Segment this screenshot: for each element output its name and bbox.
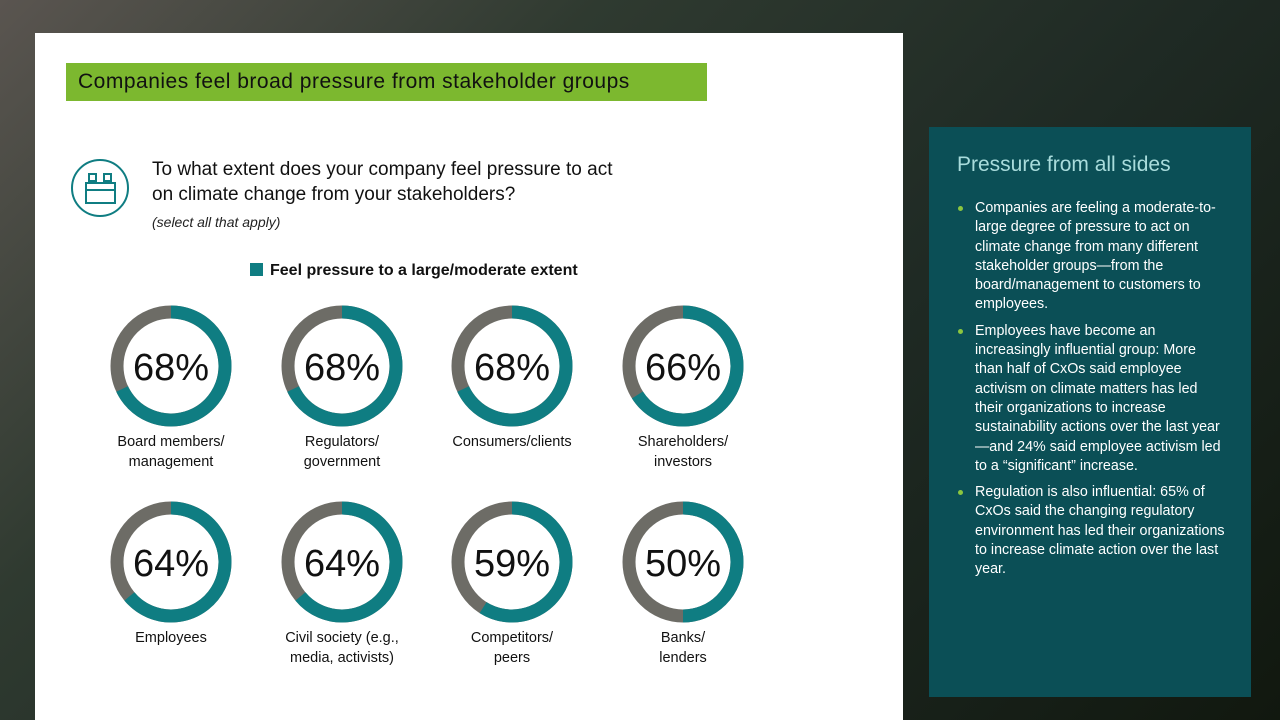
category-label: Consumers/clients [452, 434, 572, 450]
value-label: 64% [304, 543, 380, 585]
value-label: 68% [133, 347, 209, 389]
value-label: 68% [304, 347, 380, 389]
bullet: Employees have become an increasingly in… [957, 322, 1227, 476]
category-label: Civil society (e.g., media, activists) [285, 630, 399, 666]
category-label: Banks/ lenders [659, 630, 707, 666]
category-label: Shareholders/ investors [637, 434, 729, 470]
note: (select all that apply) [152, 214, 281, 230]
category-label: Regulators/ government [303, 434, 381, 470]
donut-arc [295, 501, 403, 623]
donut-arc [682, 501, 744, 623]
donut-arc [479, 501, 573, 623]
value-label: 68% [474, 347, 550, 389]
question: To what extent does your company feel pr… [152, 159, 613, 205]
donut-arc [631, 305, 744, 427]
header-bar: Companies feel broad pressure from stake… [66, 63, 707, 101]
slide-title: Companies feel broad pressure from stake… [78, 70, 630, 93]
panel-title: Pressure from all sides [957, 153, 1171, 176]
value-label: 64% [133, 543, 209, 585]
donut-arc [124, 501, 232, 623]
bullet-list: Companies are feeling a moderate-to-larg… [957, 199, 1227, 587]
category-label: Board members/ management [117, 434, 225, 470]
content-card [35, 33, 903, 720]
value-label: 59% [474, 543, 550, 585]
donut-arc [116, 305, 232, 427]
value-label: 66% [645, 347, 721, 389]
bullet: Companies are feeling a moderate-to-larg… [957, 199, 1227, 315]
side-panel: Pressure from all sides Companies are fe… [929, 127, 1251, 697]
donut-arc [457, 305, 573, 427]
category-label: Competitors/ peers [470, 630, 554, 666]
legend-swatch [250, 263, 263, 276]
legend-label: Feel pressure to a large/moderate extent [270, 262, 578, 279]
category-label: Employees [135, 630, 207, 646]
stakeholder-icon [71, 159, 129, 217]
value-label: 50% [645, 543, 721, 585]
donut-arc [287, 305, 403, 427]
bullet: Regulation is also influential: 65% of C… [957, 483, 1227, 579]
